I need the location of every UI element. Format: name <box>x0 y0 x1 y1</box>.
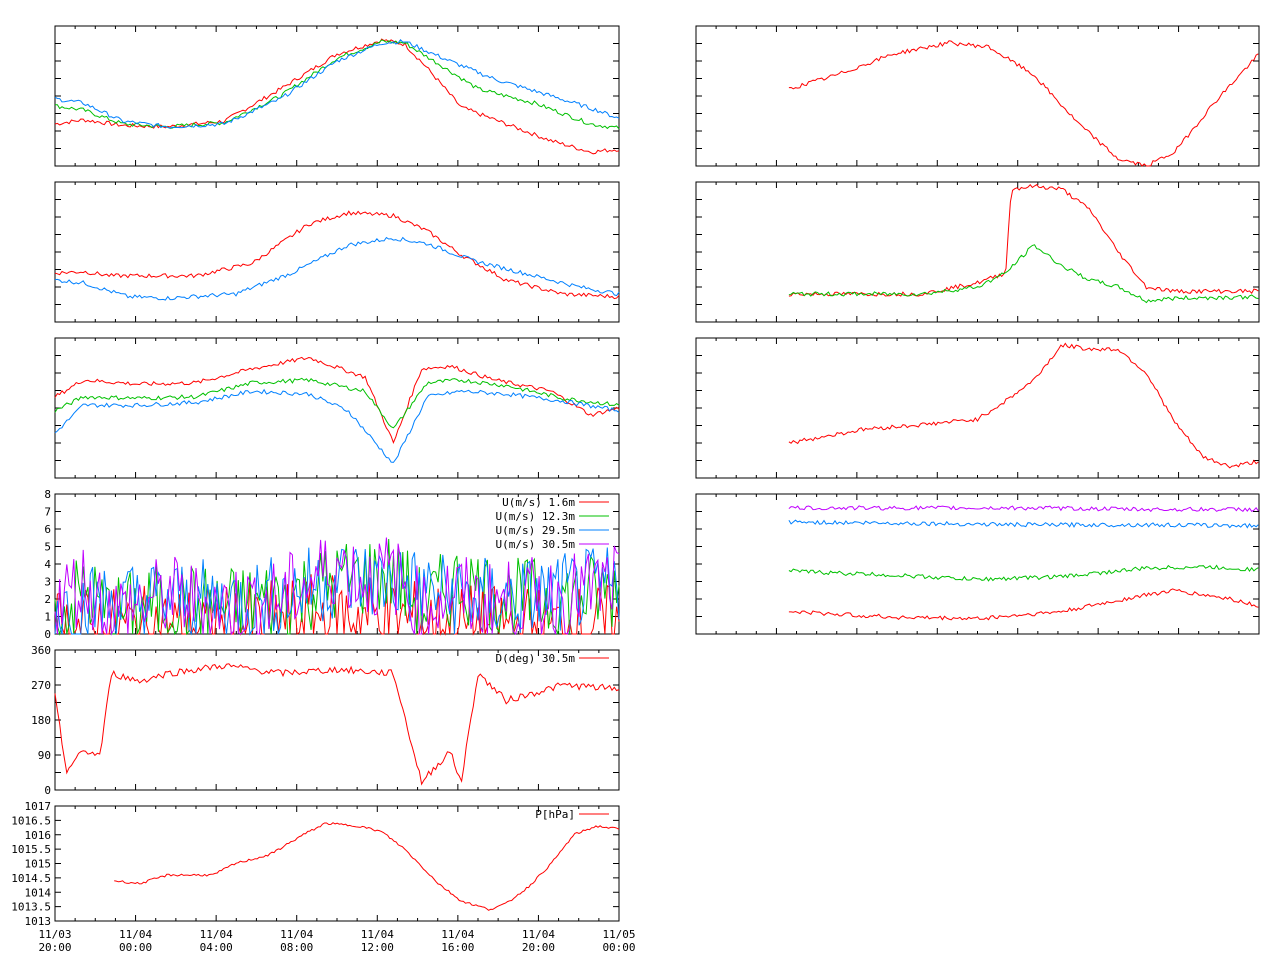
y-tick-label: 8 <box>44 488 51 501</box>
x-tick-label-time: 00:00 <box>602 941 635 954</box>
x-tick-label-date: 11/04 <box>441 928 474 941</box>
x-tick-label-date: 11/04 <box>522 928 555 941</box>
series-line-left-1-2 <box>54 39 620 129</box>
y-tick-label: 1014 <box>25 886 52 899</box>
panel-frame-left-1 <box>54 25 620 167</box>
y-tick-label: 1 <box>44 611 51 624</box>
y-tick-label: 1016.5 <box>11 814 51 827</box>
series-line-right-3-0 <box>788 342 1259 469</box>
series-line-left-4-wind-speed-0 <box>54 574 620 636</box>
x-tick-label-time: 16:00 <box>441 941 474 954</box>
x-tick-label-time: 08:00 <box>280 941 313 954</box>
panel-frame-right-1 <box>695 25 1260 167</box>
y-tick-label: 1014.5 <box>11 872 51 885</box>
series-line-left-4-wind-speed-1 <box>54 538 620 636</box>
y-tick-label: 3 <box>44 576 51 589</box>
legend-label: D(deg) 30.5m <box>496 652 576 665</box>
panel-frame-right-3 <box>695 337 1260 479</box>
series-line-left-5-wind-direction-0 <box>54 663 620 786</box>
y-tick-label: 1013 <box>25 915 52 928</box>
legend-label: U(m/s) 12.3m <box>496 510 576 523</box>
panel-frame-left-6-pressure <box>54 805 620 922</box>
panel-frame-right-4 <box>695 493 1260 635</box>
legend-label: U(m/s) 1.6m <box>502 496 575 509</box>
series-line-right-4-0 <box>788 505 1259 513</box>
series-line-left-3-0 <box>54 356 620 444</box>
y-tick-label: 1015.5 <box>11 843 51 856</box>
y-tick-label: 0 <box>44 784 51 797</box>
series-line-right-4-2 <box>788 564 1259 582</box>
series-line-left-1-1 <box>54 39 620 130</box>
x-tick-label-date: 11/04 <box>119 928 152 941</box>
y-tick-label: 5 <box>44 541 51 554</box>
x-tick-label-time: 04:00 <box>200 941 233 954</box>
y-tick-label: 360 <box>31 644 51 657</box>
x-tick-label-date: 11/03 <box>38 928 71 941</box>
y-tick-label: 90 <box>38 749 51 762</box>
series-line-right-4-3 <box>788 588 1259 621</box>
series-line-right-2-1 <box>788 244 1259 304</box>
x-tick-label-time: 20:00 <box>522 941 555 954</box>
y-tick-label: 1013.5 <box>11 901 51 914</box>
y-tick-label: 1016 <box>25 829 52 842</box>
y-tick-label: 7 <box>44 506 51 519</box>
series-line-left-2-1 <box>54 236 620 301</box>
legend-label: P[hPa] <box>535 808 575 821</box>
legend-label: U(m/s) 30.5m <box>496 538 576 551</box>
series-line-right-4-1 <box>788 519 1259 529</box>
x-tick-label-time: 20:00 <box>38 941 71 954</box>
y-tick-label: 1015 <box>25 858 52 871</box>
series-line-left-1-0 <box>54 38 620 155</box>
legend-label: U(m/s) 29.5m <box>496 524 576 537</box>
panel-frame-left-5-wind-direction <box>54 649 620 791</box>
panel-frame-left-2 <box>54 181 620 323</box>
series-line-left-4-wind-speed-3 <box>54 537 620 636</box>
series-line-right-2-0 <box>788 184 1259 297</box>
panel-frame-left-3 <box>54 337 620 479</box>
series-line-right-1-0 <box>788 40 1259 167</box>
x-tick-label-time: 00:00 <box>119 941 152 954</box>
series-line-left-3-2 <box>54 388 620 463</box>
y-tick-label: 2 <box>44 593 51 606</box>
x-tick-label-time: 12:00 <box>361 941 394 954</box>
x-tick-label-date: 11/04 <box>200 928 233 941</box>
y-tick-label: 0 <box>44 628 51 641</box>
series-line-left-6-pressure-0 <box>114 822 620 911</box>
y-tick-label: 4 <box>44 558 51 571</box>
y-tick-label: 6 <box>44 523 51 536</box>
y-tick-label: 270 <box>31 679 51 692</box>
panel-frame-right-2 <box>695 181 1260 323</box>
y-tick-label: 180 <box>31 714 51 727</box>
series-line-left-3-1 <box>54 377 620 429</box>
x-tick-label-date: 11/04 <box>361 928 394 941</box>
y-tick-label: 1017 <box>25 800 52 813</box>
x-tick-label-date: 11/05 <box>602 928 635 941</box>
series-line-left-2-0 <box>54 210 620 300</box>
x-tick-label-date: 11/04 <box>280 928 313 941</box>
